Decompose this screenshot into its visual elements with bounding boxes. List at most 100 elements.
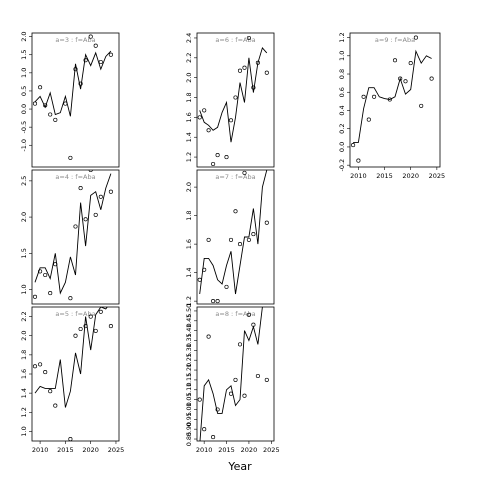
- x-tick-label: 2010: [196, 446, 213, 454]
- data-point: [68, 155, 73, 160]
- data-point: [88, 314, 93, 319]
- chart-panel-1: a=4 : f=Aba 1.0 1.5 2.0 2.5: [20, 169, 120, 305]
- y-tick-label: 2.0: [20, 31, 28, 41]
- x-tick-label: 2010: [32, 446, 49, 454]
- data-point: [387, 97, 392, 102]
- data-point: [73, 224, 78, 229]
- panel-frame: [349, 32, 441, 168]
- data-point: [233, 95, 238, 100]
- y-tick-label: 1.5: [20, 50, 28, 60]
- panel-title: a=6 : f=Aba: [215, 36, 255, 44]
- data-point: [392, 58, 398, 63]
- y-tick-label: -1.0: [20, 139, 28, 152]
- x-tick-label: 2020: [82, 446, 99, 454]
- y-tick-label: 1.8: [185, 92, 193, 102]
- chart-panel-4: a=7 : f=Aba 1.2 1.4 1.6 1.8 2.0: [185, 169, 275, 306]
- y-tick-label: 1.50: [185, 304, 193, 318]
- y-tick-label: 1.8: [185, 210, 193, 220]
- y-tick-label: 2.0: [185, 182, 193, 192]
- y-tick-label: 1.2: [185, 296, 193, 306]
- y-tick-label: 0.5: [20, 86, 28, 96]
- data-point: [356, 158, 361, 163]
- y-tick-label: 1.6: [185, 112, 193, 122]
- data-point: [237, 342, 243, 347]
- panel-frame: [196, 169, 275, 305]
- panel-title: a=3 : f=Aba: [55, 36, 95, 44]
- y-tick-label: 1.5: [20, 248, 28, 258]
- y-tick-label: 0.0: [338, 142, 346, 152]
- data-point: [73, 67, 78, 72]
- data-point: [206, 237, 211, 242]
- panel-frame: [196, 32, 275, 168]
- data-point: [211, 161, 216, 167]
- y-tick-label: 2.4: [185, 33, 193, 43]
- data-point: [419, 103, 424, 108]
- chart-panel-2: a=5 : f=Aba 1.0 1.2 1.4 1.6 1.8 2.0 2.2 2010 2015…: [20, 306, 124, 454]
- data-point: [68, 296, 73, 301]
- data-point: [53, 403, 58, 408]
- data-point: [242, 170, 247, 175]
- series-line: [199, 170, 268, 295]
- panel-frame: [31, 32, 120, 168]
- y-tick-label: 1.10: [185, 383, 193, 397]
- series-line: [34, 307, 108, 408]
- y-tick-label: 0.8: [338, 69, 346, 79]
- data-point: [237, 68, 243, 73]
- data-point: [108, 324, 113, 329]
- data-point: [202, 108, 207, 113]
- y-tick-label: 1.00: [185, 402, 193, 416]
- y-tick-label: 0.4: [338, 105, 346, 115]
- series-line: [34, 173, 112, 295]
- data-point: [372, 94, 377, 99]
- data-point: [398, 76, 403, 81]
- y-tick-label: 0.85: [185, 432, 193, 446]
- data-point: [215, 299, 220, 304]
- data-point: [215, 407, 220, 412]
- y-tick-label: 1.0: [338, 51, 346, 61]
- data-point: [108, 52, 113, 57]
- data-point: [351, 143, 356, 148]
- y-tick-label: -0.5: [20, 121, 28, 134]
- y-tick-label: 1.2: [20, 407, 28, 417]
- series-line: [34, 50, 112, 117]
- data-point: [264, 70, 269, 75]
- data-point: [78, 186, 83, 191]
- chart-panel-3: a=6 : f=Aba 1.2 1.4 1.6 1.8 2.0 2.2 2.4: [185, 32, 275, 168]
- data-point: [63, 101, 68, 106]
- data-point: [43, 272, 48, 278]
- x-tick-label: 2020: [402, 172, 419, 180]
- x-tick-label: 2020: [241, 446, 258, 454]
- data-point: [403, 79, 408, 84]
- data-point: [98, 59, 103, 65]
- y-tick-label: 2.0: [185, 72, 193, 82]
- x-axis-label: Year: [227, 460, 252, 473]
- data-point: [215, 153, 220, 158]
- data-point: [242, 393, 247, 398]
- data-point: [197, 397, 202, 402]
- data-point: [83, 58, 88, 63]
- y-tick-label: 2.0: [20, 331, 28, 341]
- y-tick-label: 0.2: [338, 124, 346, 134]
- panel-frame: [196, 306, 275, 442]
- data-point: [228, 118, 234, 123]
- data-point: [251, 232, 256, 237]
- data-point: [88, 170, 93, 173]
- x-tick-label: 2025: [263, 446, 280, 454]
- data-point: [53, 117, 58, 122]
- data-point: [48, 291, 53, 296]
- data-point: [413, 35, 418, 40]
- y-tick-label: 2.2: [185, 53, 193, 63]
- panel-title: a=5 : f=Aba: [55, 310, 95, 318]
- data-point: [228, 391, 234, 396]
- data-point: [366, 117, 371, 122]
- data-point: [206, 128, 211, 133]
- series-line: [199, 46, 268, 143]
- data-point: [93, 328, 98, 333]
- y-tick-label: 1.35: [185, 333, 193, 347]
- data-point: [246, 237, 251, 242]
- data-point: [211, 299, 216, 304]
- x-tick-label: 2025: [429, 172, 446, 180]
- y-tick-label: 1.2: [338, 32, 346, 42]
- data-point: [78, 81, 83, 86]
